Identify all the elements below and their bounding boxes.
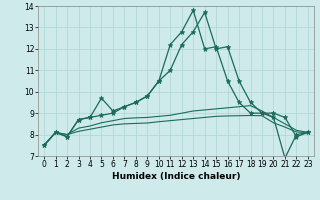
X-axis label: Humidex (Indice chaleur): Humidex (Indice chaleur) [112,172,240,181]
